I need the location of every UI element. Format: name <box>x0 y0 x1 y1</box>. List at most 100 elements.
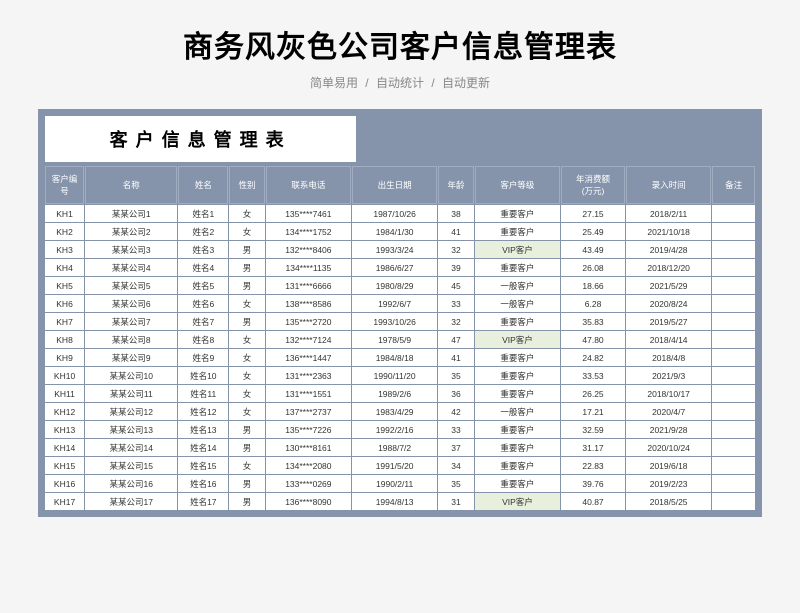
title-spacer <box>357 115 756 165</box>
cell-company: 某某公司3 <box>85 241 177 258</box>
cell-age: 38 <box>438 205 474 222</box>
cell-level: 重要客户 <box>475 421 560 438</box>
col-header-level: 客户等级 <box>475 166 560 204</box>
cell-note <box>712 367 755 384</box>
cell-gender: 女 <box>229 223 265 240</box>
cell-birth: 1984/1/30 <box>352 223 437 240</box>
table-row: KH15某某公司15姓名15女134****20801991/5/2034重要客… <box>45 457 755 474</box>
cell-note <box>712 241 755 258</box>
cell-name: 姓名9 <box>178 349 228 366</box>
cell-name: 姓名4 <box>178 259 228 276</box>
cell-age: 42 <box>438 403 474 420</box>
cell-amount: 32.59 <box>561 421 625 438</box>
cell-amount: 18.66 <box>561 277 625 294</box>
cell-date: 2018/4/8 <box>626 349 711 366</box>
cell-id: KH13 <box>45 421 84 438</box>
col-header-name: 姓名 <box>178 166 228 204</box>
cell-birth: 1980/8/29 <box>352 277 437 294</box>
cell-level: 重要客户 <box>475 385 560 402</box>
cell-note <box>712 439 755 456</box>
col-header-date: 录入时间 <box>626 166 711 204</box>
cell-level: 重要客户 <box>475 367 560 384</box>
cell-age: 41 <box>438 349 474 366</box>
cell-gender: 男 <box>229 277 265 294</box>
cell-name: 姓名17 <box>178 493 228 510</box>
table-row: KH12某某公司12姓名12女137****27371983/4/2942一般客… <box>45 403 755 420</box>
cell-note <box>712 385 755 402</box>
cell-note <box>712 223 755 240</box>
cell-birth: 1992/2/16 <box>352 421 437 438</box>
cell-level: 重要客户 <box>475 349 560 366</box>
subtitle-row: 简单易用 / 自动统计 / 自动更新 <box>0 74 800 109</box>
cell-company: 某某公司12 <box>85 403 177 420</box>
cell-name: 姓名15 <box>178 457 228 474</box>
cell-amount: 39.76 <box>561 475 625 492</box>
cell-name: 姓名6 <box>178 295 228 312</box>
cell-company: 某某公司10 <box>85 367 177 384</box>
cell-gender: 女 <box>229 349 265 366</box>
cell-date: 2019/6/18 <box>626 457 711 474</box>
cell-phone: 137****2737 <box>266 403 351 420</box>
cell-id: KH11 <box>45 385 84 402</box>
cell-note <box>712 403 755 420</box>
cell-company: 某某公司7 <box>85 313 177 330</box>
cell-age: 33 <box>438 421 474 438</box>
cell-gender: 男 <box>229 439 265 456</box>
table-row: KH16某某公司16姓名16男133****02691990/2/1135重要客… <box>45 475 755 492</box>
cell-level: 重要客户 <box>475 313 560 330</box>
cell-gender: 女 <box>229 331 265 348</box>
cell-company: 某某公司14 <box>85 439 177 456</box>
cell-phone: 131****1551 <box>266 385 351 402</box>
cell-company: 某某公司16 <box>85 475 177 492</box>
cell-date: 2018/10/17 <box>626 385 711 402</box>
cell-id: KH1 <box>45 205 84 222</box>
cell-amount: 33.53 <box>561 367 625 384</box>
cell-age: 34 <box>438 457 474 474</box>
cell-company: 某某公司9 <box>85 349 177 366</box>
cell-amount: 26.25 <box>561 385 625 402</box>
table-row: KH10某某公司10姓名10女131****23631990/11/2035重要… <box>45 367 755 384</box>
cell-phone: 135****7461 <box>266 205 351 222</box>
cell-id: KH4 <box>45 259 84 276</box>
cell-gender: 男 <box>229 493 265 510</box>
cell-birth: 1986/6/27 <box>352 259 437 276</box>
cell-birth: 1988/7/2 <box>352 439 437 456</box>
cell-phone: 135****7226 <box>266 421 351 438</box>
cell-birth: 1984/8/18 <box>352 349 437 366</box>
cell-date: 2020/4/7 <box>626 403 711 420</box>
cell-name: 姓名7 <box>178 313 228 330</box>
cell-company: 某某公司15 <box>85 457 177 474</box>
cell-id: KH7 <box>45 313 84 330</box>
cell-note <box>712 295 755 312</box>
cell-date: 2018/4/14 <box>626 331 711 348</box>
cell-note <box>712 313 755 330</box>
cell-phone: 132****7124 <box>266 331 351 348</box>
cell-birth: 1993/10/26 <box>352 313 437 330</box>
cell-birth: 1983/4/29 <box>352 403 437 420</box>
cell-age: 32 <box>438 241 474 258</box>
cell-date: 2018/2/11 <box>626 205 711 222</box>
subtitle-3: 自动更新 <box>442 76 490 90</box>
cell-phone: 133****0269 <box>266 475 351 492</box>
cell-name: 姓名1 <box>178 205 228 222</box>
cell-note <box>712 475 755 492</box>
cell-id: KH16 <box>45 475 84 492</box>
table-row: KH14某某公司14姓名14男130****81611988/7/237重要客户… <box>45 439 755 456</box>
cell-note <box>712 331 755 348</box>
customer-table: 客户编号名称姓名性别联系电话出生日期年龄客户等级年消费额(万元)录入时间备注 K… <box>44 165 756 511</box>
table-row: KH13某某公司13姓名13男135****72261992/2/1633重要客… <box>45 421 755 438</box>
cell-amount: 26.08 <box>561 259 625 276</box>
cell-level: 一般客户 <box>475 403 560 420</box>
cell-note <box>712 205 755 222</box>
cell-age: 47 <box>438 331 474 348</box>
col-header-birth: 出生日期 <box>352 166 437 204</box>
cell-id: KH9 <box>45 349 84 366</box>
cell-id: KH5 <box>45 277 84 294</box>
cell-name: 姓名10 <box>178 367 228 384</box>
cell-gender: 女 <box>229 205 265 222</box>
cell-id: KH12 <box>45 403 84 420</box>
table-row: KH5某某公司5姓名5男131****66661980/8/2945一般客户18… <box>45 277 755 294</box>
cell-level: VIP客户 <box>475 493 560 510</box>
cell-level: 重要客户 <box>475 475 560 492</box>
cell-amount: 43.49 <box>561 241 625 258</box>
